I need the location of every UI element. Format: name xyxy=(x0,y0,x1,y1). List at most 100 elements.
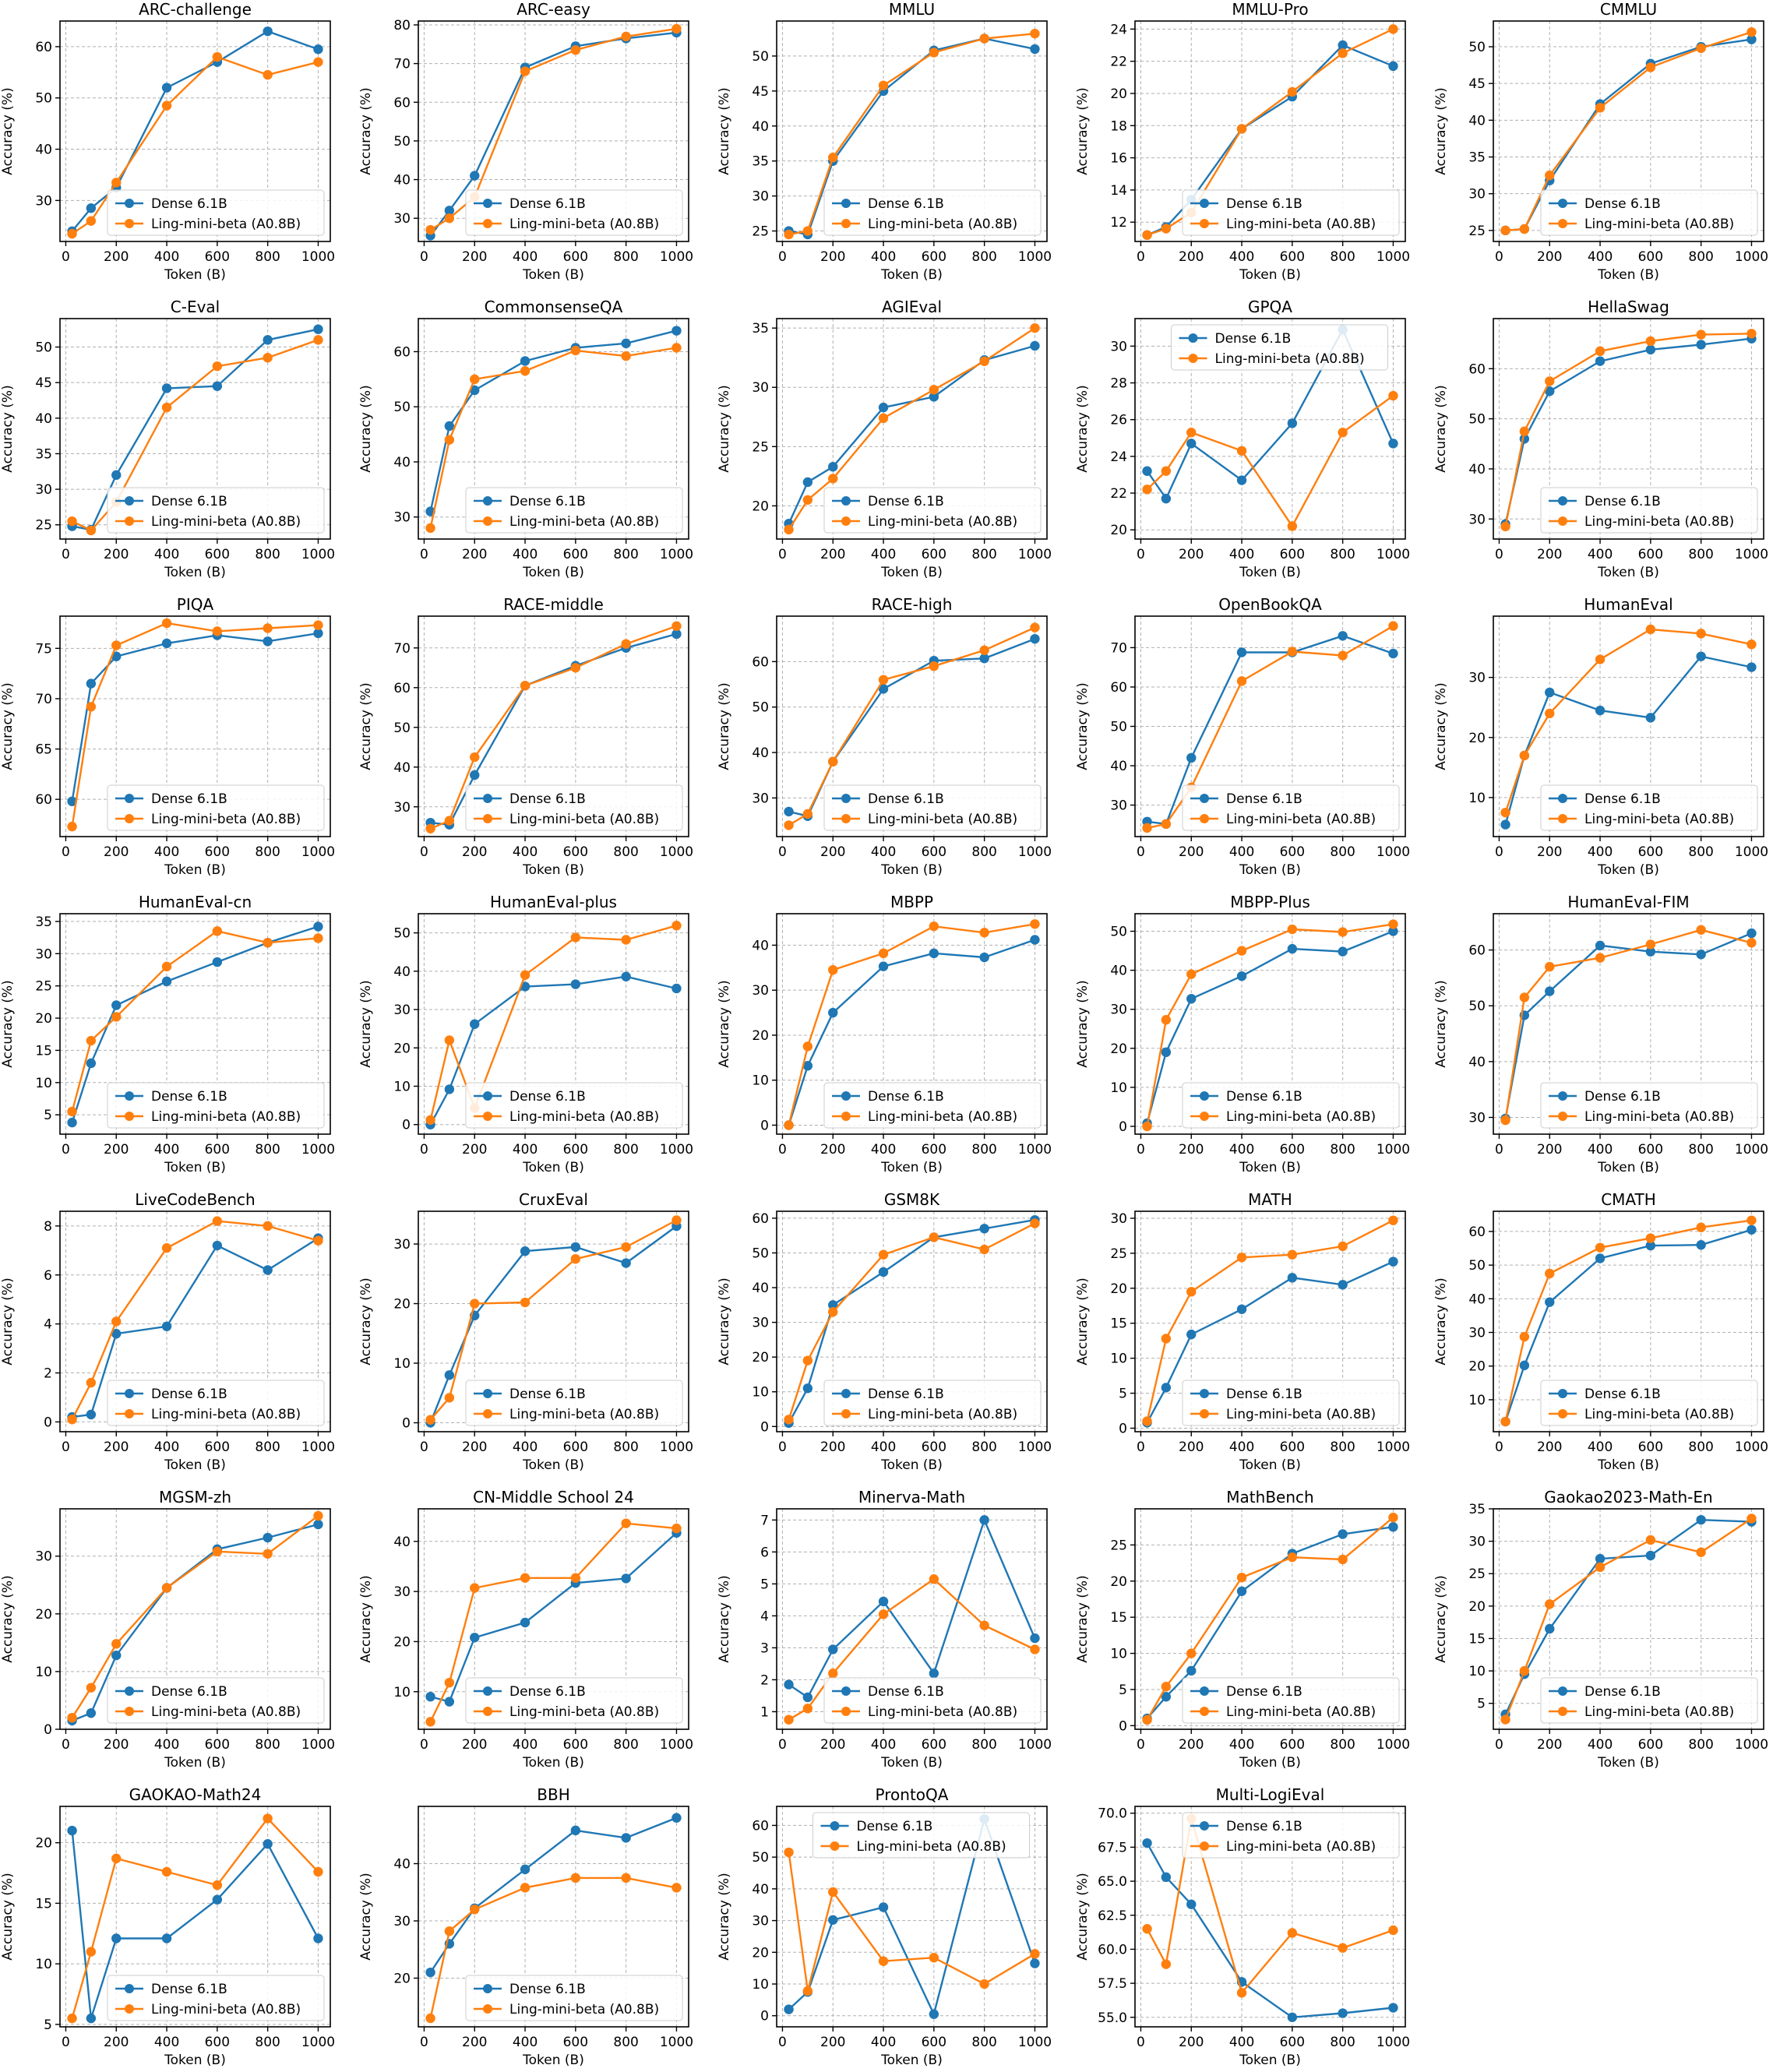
legend-marker xyxy=(125,1409,134,1418)
chart-panel-25: 0 200 400 600 800 1000 10 20 30 40 50 60 CMATH Token … xyxy=(1433,1190,1768,1473)
x-tick-label: 400 xyxy=(871,547,896,562)
chart-title: MGSM-zh xyxy=(159,1488,231,1506)
y-axis-label: Accuracy (%) xyxy=(717,682,732,770)
data-point xyxy=(67,1825,77,1836)
legend-label: Ling-mini-beta (A0.8B) xyxy=(868,1407,1017,1422)
data-point xyxy=(86,1409,97,1420)
x-tick-label: 0 xyxy=(778,1142,787,1158)
y-tick-label: 40 xyxy=(1110,964,1127,979)
data-point xyxy=(1645,713,1656,723)
legend-label: Ling-mini-beta (A0.8B) xyxy=(509,1407,659,1422)
legend-label: Dense 6.1B xyxy=(1584,1089,1661,1105)
legend: Dense 6.1B Ling-mini-beta (A0.8B) xyxy=(107,189,325,236)
x-tick-label: 400 xyxy=(154,249,179,265)
legend-marker xyxy=(841,1091,851,1101)
plot-frame xyxy=(418,1210,689,1432)
data-point xyxy=(111,640,122,650)
legend-label: Ling-mini-beta (A0.8B) xyxy=(151,812,301,827)
data-point xyxy=(1236,971,1247,981)
x-tick-label: 200 xyxy=(820,1142,845,1158)
y-tick-label: 5 xyxy=(1477,1697,1486,1712)
y-tick-label: 40 xyxy=(393,173,411,189)
data-point xyxy=(1500,819,1510,830)
data-point xyxy=(1645,946,1656,957)
data-point xyxy=(1747,640,1757,650)
legend-label: Dense 6.1B xyxy=(1226,1684,1302,1700)
legend-marker xyxy=(125,199,134,208)
data-point xyxy=(444,206,455,216)
data-point xyxy=(1696,340,1706,350)
y-axis-label: Accuracy (%) xyxy=(1433,682,1449,770)
data-point xyxy=(86,678,97,689)
y-tick-label: 5 xyxy=(760,1577,769,1592)
data-point xyxy=(802,226,813,236)
legend-label: Dense 6.1B xyxy=(1584,1387,1661,1402)
legend-box xyxy=(1540,1677,1758,1724)
y-tick-label: 5 xyxy=(44,1108,52,1123)
y-axis-label: Accuracy (%) xyxy=(0,385,16,472)
y-tick-label: 0 xyxy=(1119,1422,1127,1437)
data-point xyxy=(425,2013,435,2024)
data-point xyxy=(1161,1872,1172,1883)
data-point xyxy=(1186,1665,1197,1676)
plot-frame xyxy=(418,318,689,540)
x-tick-label: 800 xyxy=(255,844,280,860)
y-tick-label: 50 xyxy=(1468,1258,1486,1274)
chart-title: CN-Middle School 24 xyxy=(473,1488,634,1506)
data-point xyxy=(1338,1241,1348,1252)
data-point xyxy=(444,1393,455,1403)
chart-title: CMMLU xyxy=(1600,0,1657,19)
x-tick-label: 400 xyxy=(1229,844,1254,860)
x-tick-label: 400 xyxy=(1588,1439,1613,1455)
data-point xyxy=(621,1873,631,1883)
y-tick-label: 30 xyxy=(393,1914,411,1929)
x-tick-label: 0 xyxy=(1495,547,1503,562)
data-point xyxy=(425,1967,435,1978)
legend-label: Ling-mini-beta (A0.8B) xyxy=(868,812,1017,827)
data-point xyxy=(929,385,939,395)
data-point xyxy=(1696,651,1706,661)
data-point xyxy=(1595,1553,1606,1564)
data-point xyxy=(1747,1513,1757,1524)
data-point xyxy=(520,681,530,691)
data-point xyxy=(313,921,323,932)
legend-label: Ling-mini-beta (A0.8B) xyxy=(1226,217,1376,232)
legend: Dense 6.1B Ling-mini-beta (A0.8B) xyxy=(107,1677,325,1724)
y-tick-label: 10 xyxy=(35,1665,52,1680)
x-tick-label: 800 xyxy=(1688,547,1713,562)
x-tick-label: 1000 xyxy=(1735,844,1768,860)
data-point xyxy=(1500,225,1510,236)
legend-box xyxy=(465,1082,683,1129)
data-point xyxy=(1645,62,1656,72)
y-axis-label: Accuracy (%) xyxy=(717,1873,732,1960)
x-tick-label: 0 xyxy=(420,1737,428,1753)
x-tick-label: 0 xyxy=(778,249,787,265)
legend-box xyxy=(823,487,1042,534)
x-tick-label: 1000 xyxy=(660,844,693,860)
plot-frame xyxy=(418,20,689,242)
y-tick-label: 40 xyxy=(1468,462,1486,477)
legend-marker xyxy=(841,1389,851,1398)
data-point xyxy=(1595,953,1606,963)
x-tick-label: 0 xyxy=(420,844,428,860)
plot-frame xyxy=(59,20,331,242)
legend: Dense 6.1B Ling-mini-beta (A0.8B) xyxy=(1540,487,1758,534)
x-tick-label: 0 xyxy=(420,249,428,265)
data-point xyxy=(784,229,794,240)
x-tick-label: 400 xyxy=(513,249,538,265)
data-point xyxy=(979,1244,989,1255)
x-axis-label: Token (B) xyxy=(522,862,584,878)
legend: Dense 6.1B Ling-mini-beta (A0.8B) xyxy=(107,1975,325,2021)
plot-frame xyxy=(1134,20,1406,242)
legend-marker xyxy=(483,814,492,823)
plot-frame xyxy=(1134,1508,1406,1730)
x-tick-label: 1000 xyxy=(1018,249,1052,265)
data-point xyxy=(263,1549,273,1559)
legend: Dense 6.1B Ling-mini-beta (A0.8B) xyxy=(1182,1812,1400,1859)
data-point xyxy=(671,921,682,931)
data-point xyxy=(520,66,530,76)
x-tick-label: 1000 xyxy=(301,1439,335,1455)
data-point xyxy=(313,933,323,943)
chart-panel-11: 0 200 400 600 800 1000 60 65 70 75 PIQA Token (B) Ac… xyxy=(0,595,335,878)
data-point xyxy=(802,1692,813,1703)
